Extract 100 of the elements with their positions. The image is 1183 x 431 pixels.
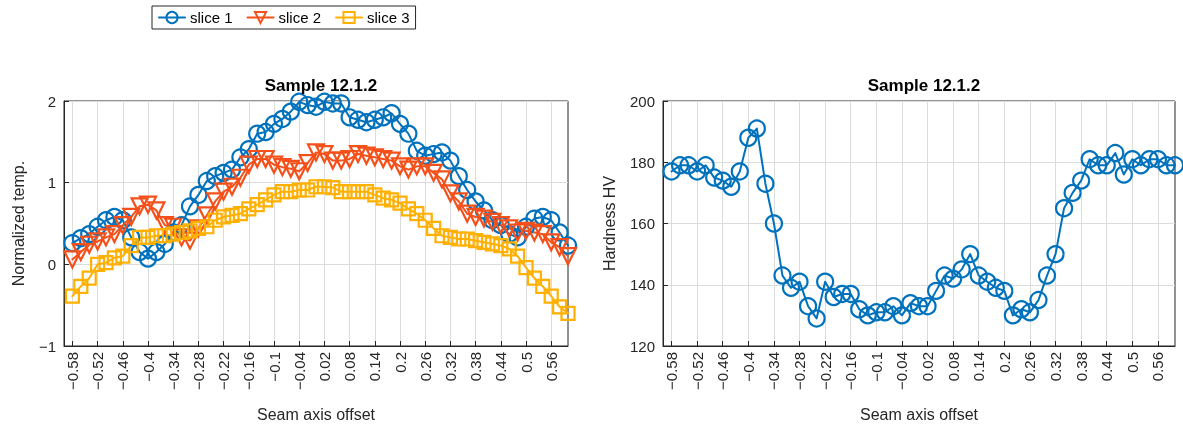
point <box>281 102 300 121</box>
point <box>231 148 250 167</box>
point <box>130 242 149 262</box>
point <box>382 151 401 170</box>
point <box>468 233 484 249</box>
point <box>493 237 509 254</box>
point <box>105 207 124 227</box>
x-tick-label: −0.58 <box>63 352 81 390</box>
x-tick-label: 0.56 <box>542 352 560 382</box>
point <box>374 108 393 127</box>
x-tick-label: −0.04 <box>290 352 308 390</box>
point <box>442 229 458 245</box>
point <box>713 171 732 190</box>
point <box>807 309 826 328</box>
point <box>350 184 366 200</box>
point <box>662 162 681 181</box>
point <box>88 217 107 236</box>
point <box>157 228 173 244</box>
point <box>122 228 141 247</box>
x-tick-label: −0.34 <box>765 352 783 390</box>
point <box>140 229 156 245</box>
point <box>441 184 460 203</box>
point <box>180 231 200 250</box>
point <box>516 217 536 236</box>
x-tick-label: 0.32 <box>441 352 459 382</box>
point <box>132 229 148 245</box>
point <box>98 255 114 271</box>
point <box>424 144 443 164</box>
x-tick-label: 0.14 <box>366 352 384 382</box>
point <box>182 223 198 239</box>
x-tick-label: 0.56 <box>1149 352 1167 382</box>
point <box>790 272 809 291</box>
point <box>206 192 225 211</box>
point <box>458 180 477 200</box>
point <box>147 201 166 220</box>
chart-title: Sample 12.1.2 <box>264 76 378 95</box>
x-tick-label: 0.2 <box>995 352 1013 373</box>
point <box>1148 150 1168 169</box>
point <box>432 170 452 189</box>
point <box>449 167 468 186</box>
point <box>432 143 452 162</box>
x-tick-label: −0.16 <box>240 352 258 390</box>
x-tick-label: −0.58 <box>663 352 681 390</box>
point <box>850 300 869 319</box>
point <box>441 151 460 170</box>
x-tick-label: −0.28 <box>189 352 207 390</box>
point <box>952 260 971 279</box>
point <box>501 241 517 257</box>
point <box>283 184 299 200</box>
point <box>298 95 317 115</box>
point <box>207 212 223 228</box>
point <box>357 146 376 165</box>
point <box>106 250 122 266</box>
point <box>323 94 342 113</box>
point <box>80 225 99 244</box>
point <box>199 219 215 235</box>
point <box>867 303 886 322</box>
point <box>224 207 240 223</box>
point <box>174 224 190 241</box>
point <box>909 297 929 316</box>
point <box>258 192 274 208</box>
point <box>670 156 690 175</box>
point <box>315 144 334 164</box>
point <box>833 284 852 304</box>
point <box>1012 300 1031 319</box>
point <box>1097 156 1116 175</box>
point <box>375 190 391 206</box>
y-axis-title: Hardness HV <box>600 175 618 272</box>
x-tick-label: 0.32 <box>1047 352 1065 382</box>
point <box>115 248 131 264</box>
x-tick-label: −0.22 <box>215 352 233 390</box>
point <box>248 149 267 169</box>
x-tick-label: 0.38 <box>467 352 485 382</box>
point <box>995 281 1014 300</box>
point <box>399 124 418 143</box>
point <box>858 306 877 325</box>
point <box>926 281 946 300</box>
legend-label: slice 3 <box>367 9 410 26</box>
point <box>180 197 200 216</box>
point <box>449 192 468 211</box>
point <box>901 294 920 313</box>
point <box>308 179 324 195</box>
point <box>298 153 317 173</box>
point <box>340 108 359 127</box>
x-tick-label: 0.02 <box>919 352 937 382</box>
point <box>500 225 519 244</box>
point <box>688 162 707 181</box>
point <box>73 278 89 294</box>
x-tick-label: −0.1 <box>867 352 885 382</box>
point <box>138 249 158 268</box>
x-tick-label: −0.4 <box>739 352 757 382</box>
point <box>147 242 166 262</box>
point <box>256 149 275 169</box>
x-tick-label: 0.08 <box>341 352 359 382</box>
x-tick-label: 0.44 <box>492 352 510 382</box>
legend-label: slice 2 <box>278 9 322 26</box>
point <box>300 182 316 198</box>
point <box>123 237 139 254</box>
y-tick-label: 1 <box>47 174 56 192</box>
point <box>274 184 290 200</box>
